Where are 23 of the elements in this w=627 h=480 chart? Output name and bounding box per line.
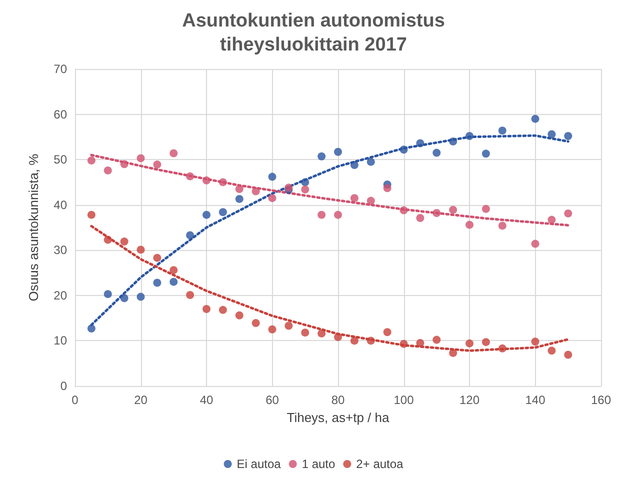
y-axis-title: Osuus asuntokunnista, % xyxy=(26,153,41,302)
y-tick-label: 50 xyxy=(54,152,68,167)
y-tick-label: 0 xyxy=(60,379,68,393)
legend-label: 1 auto xyxy=(302,457,336,471)
y-tick-label: 10 xyxy=(54,334,68,348)
legend-label: Ei autoa xyxy=(236,457,282,471)
x-tick-label: 80 xyxy=(331,393,345,407)
x-tick-label: 140 xyxy=(525,393,546,407)
x-tick-label: 160 xyxy=(590,393,612,407)
y-tick-label: 70 xyxy=(54,62,68,76)
y-tick-label: 20 xyxy=(54,288,68,302)
x-tick-label: 60 xyxy=(266,393,280,407)
legend-label: 2+ autoa xyxy=(356,457,404,471)
x-tick-label: 0 xyxy=(72,393,79,407)
x-tick-label: 40 xyxy=(200,393,214,407)
x-tick-label: 100 xyxy=(394,393,414,407)
x-axis-title: Tiheys, as+tp / ha xyxy=(286,410,390,425)
x-tick-label: 20 xyxy=(134,393,148,407)
x-tick-label: 120 xyxy=(459,393,480,407)
y-tick-label: 60 xyxy=(54,107,68,122)
y-tick-label: 40 xyxy=(54,198,68,212)
chart-title: Asuntokuntien autonomistus tiheysluokittain 2017 xyxy=(182,10,445,56)
y-tick-label: 30 xyxy=(54,243,68,258)
